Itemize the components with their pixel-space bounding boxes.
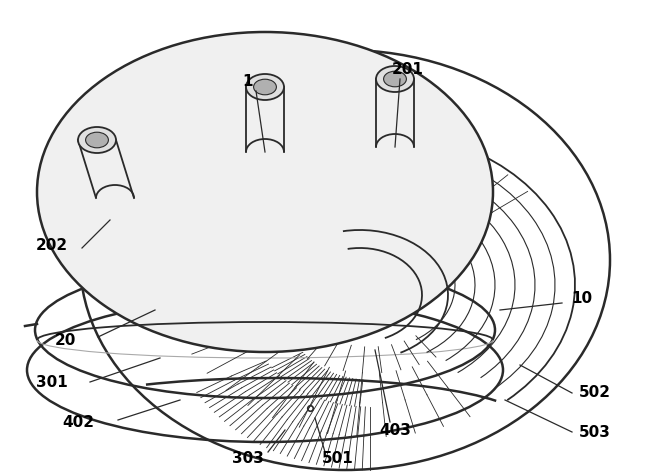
Ellipse shape (86, 132, 108, 148)
Ellipse shape (384, 71, 406, 87)
Text: 202: 202 (36, 237, 68, 253)
Text: 10: 10 (572, 290, 592, 306)
Text: 502: 502 (579, 385, 611, 400)
Ellipse shape (376, 66, 414, 92)
Ellipse shape (246, 74, 284, 100)
Ellipse shape (78, 127, 116, 153)
Text: 301: 301 (36, 375, 68, 389)
Text: 20: 20 (54, 333, 76, 348)
Text: 201: 201 (392, 62, 424, 78)
Text: 503: 503 (579, 424, 611, 439)
Ellipse shape (37, 32, 493, 352)
Text: 402: 402 (62, 414, 94, 429)
Text: 501: 501 (322, 450, 354, 465)
Text: 403: 403 (379, 422, 411, 438)
Text: 1: 1 (243, 75, 253, 89)
Ellipse shape (253, 79, 277, 95)
Text: 303: 303 (232, 450, 264, 465)
